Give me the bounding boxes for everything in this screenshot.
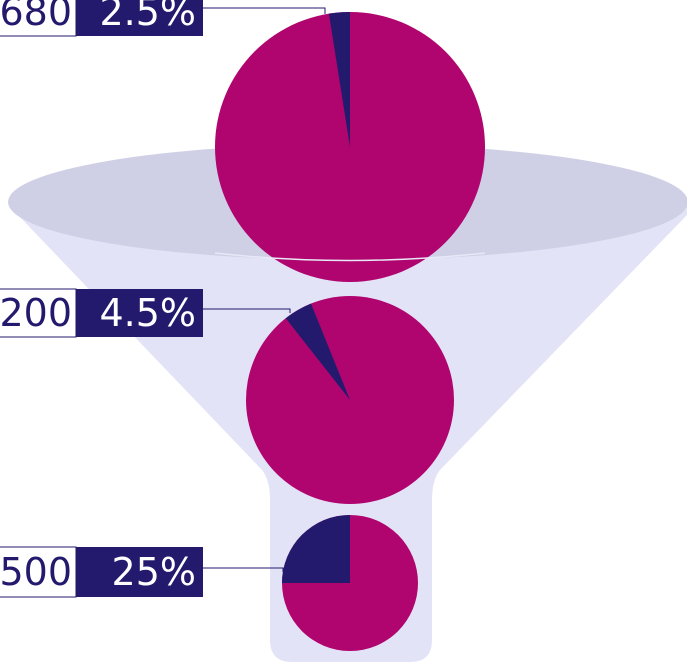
leader-line	[203, 308, 291, 313]
percent-box	[76, 547, 203, 597]
percent-box	[76, 289, 203, 337]
number-label: 680	[0, 0, 72, 34]
percent-label: 2.5%	[99, 0, 196, 34]
percent-label: 25%	[112, 550, 196, 594]
number-label: 500	[0, 550, 72, 594]
pie-slice	[282, 515, 350, 583]
percent-box	[76, 0, 203, 36]
number-box	[0, 0, 77, 37]
number-label: 200	[0, 291, 72, 335]
leader-line	[203, 567, 284, 572]
funnel-rim-edge	[214, 252, 486, 262]
pie-slice	[285, 303, 350, 400]
leader-line	[203, 7, 326, 14]
percent-label: 4.5%	[99, 291, 196, 335]
pie-slice	[328, 12, 350, 147]
number-box	[0, 546, 77, 598]
